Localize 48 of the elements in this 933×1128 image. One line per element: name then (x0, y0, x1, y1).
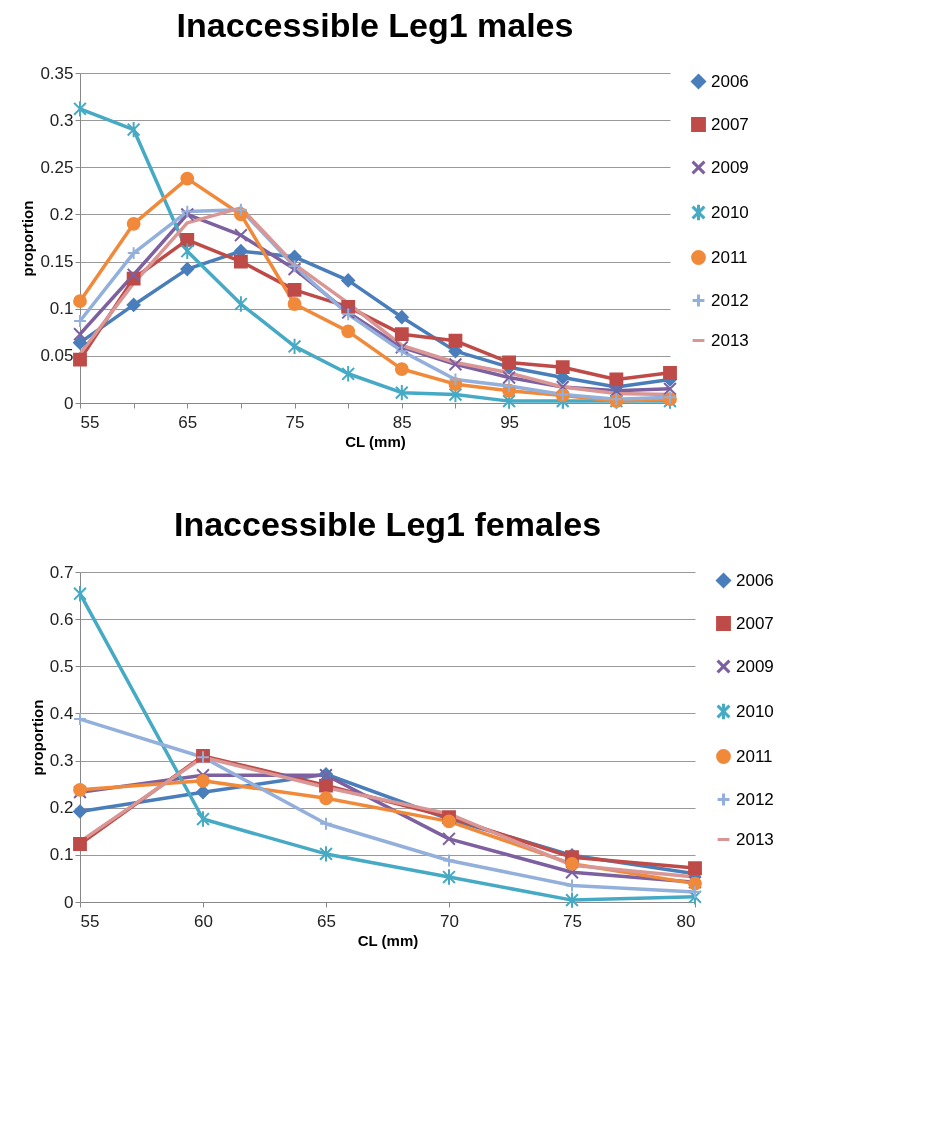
legend-label: 2013 (736, 829, 774, 849)
y-tick-label: 0.7 (49, 562, 74, 582)
chart-title: Inaccessible Leg1 males (176, 6, 574, 44)
x-tick-label: 60 (194, 911, 213, 931)
chart-title: Inaccessible Leg1 females (173, 505, 602, 543)
y-tick-label: 0.1 (49, 299, 74, 319)
x-tick-label: 65 (317, 911, 336, 931)
x-tick-label: 70 (440, 911, 459, 931)
y-tick-label: 0.2 (49, 798, 74, 818)
x-tick-label: 65 (178, 412, 198, 432)
legend-label: 2006 (711, 71, 749, 91)
x-tick-label: 85 (392, 412, 412, 432)
y-tick-label: 0.1 (49, 845, 74, 865)
y-tick-label: 0.35 (40, 63, 74, 83)
legend-label: 2013 (711, 330, 749, 350)
legend-label: 2009 (711, 157, 749, 177)
y-axis-title: proportion (19, 200, 37, 277)
legend-label: 2010 (711, 202, 749, 222)
y-tick-label: 0.05 (40, 346, 74, 366)
legend-label: 2012 (736, 789, 774, 809)
legend-label: 2009 (736, 656, 774, 676)
legend-label: 2012 (711, 290, 749, 310)
legend-label: 2007 (711, 114, 749, 134)
y-tick-label: 0.25 (40, 157, 74, 177)
legend-label: 2006 (736, 570, 774, 590)
x-axis-title: CL (mm) (345, 432, 406, 450)
legend-label: 2007 (736, 613, 774, 633)
legend-label: 2011 (711, 247, 748, 267)
y-tick-label: 0.3 (49, 110, 74, 130)
y-tick-label: 0.2 (49, 204, 74, 224)
x-tick-label: 55 (80, 911, 100, 931)
x-tick-label: 80 (676, 911, 696, 931)
y-tick-label: 0 (64, 393, 74, 413)
y-tick-label: 0.6 (49, 609, 74, 629)
y-tick-label: 0.5 (49, 656, 74, 676)
y-tick-label: 0.3 (49, 751, 74, 771)
x-tick-label: 55 (80, 412, 100, 432)
x-axis-title: CL (mm) (357, 931, 419, 949)
x-tick-label: 105 (602, 412, 632, 432)
legend-label: 2010 (736, 701, 774, 721)
y-tick-label: 0 (64, 892, 74, 912)
legend-label: 2011 (736, 746, 773, 766)
x-tick-label: 95 (500, 412, 520, 432)
x-tick-label: 75 (563, 911, 582, 931)
y-tick-label: 0.4 (49, 703, 74, 723)
y-tick-label: 0.15 (40, 252, 74, 272)
y-axis-title: proportion (28, 699, 46, 776)
x-tick-label: 75 (285, 412, 305, 432)
